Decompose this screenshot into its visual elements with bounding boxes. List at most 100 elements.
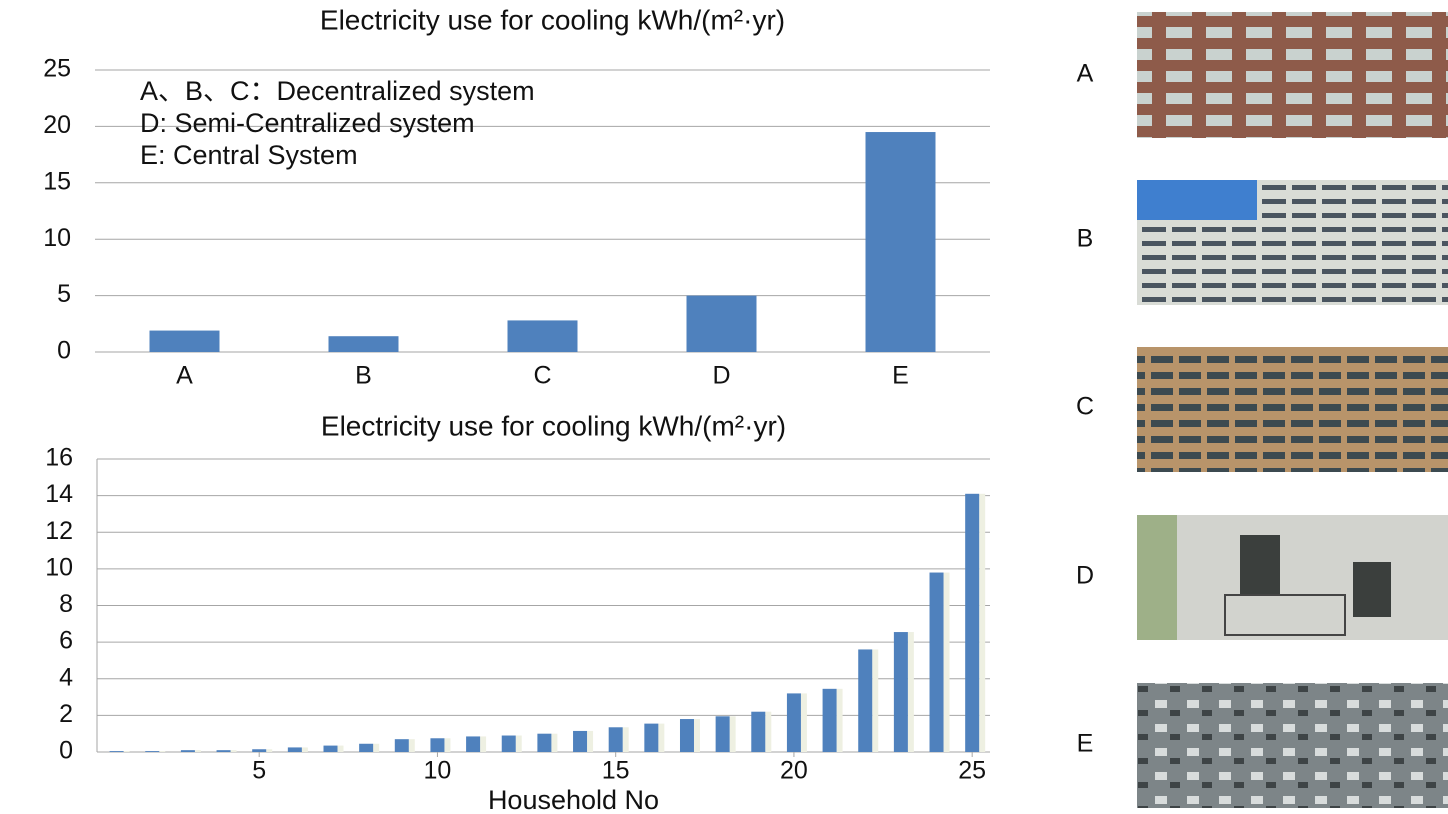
bar-shadow [693, 719, 700, 752]
annotation: E: Central System [140, 140, 358, 170]
bar [216, 750, 231, 752]
x-tick-label: B [355, 362, 372, 390]
bar-shadow [729, 716, 736, 752]
y-tick-label: 2 [59, 700, 73, 728]
bar [786, 693, 801, 752]
photo-label: E [1077, 730, 1094, 758]
y-tick-label: 8 [59, 590, 73, 618]
bar [965, 493, 980, 752]
bar-shadow [159, 751, 166, 752]
photo-label: B [1077, 225, 1094, 253]
bar [822, 688, 837, 752]
bar-shadow [515, 735, 522, 752]
bar-shadow [194, 750, 201, 752]
y-tick-label: 25 [43, 55, 71, 83]
y-tick-label: 6 [59, 627, 73, 655]
bar [573, 730, 588, 752]
bar-shadow [800, 693, 807, 752]
bar [715, 716, 730, 752]
bar [328, 336, 399, 352]
photo-label: D [1076, 562, 1094, 590]
bar [507, 320, 578, 352]
bar [145, 751, 160, 752]
photo-a [1137, 12, 1448, 138]
bar [466, 736, 481, 752]
bar-shadow [301, 747, 308, 752]
bar [394, 739, 409, 752]
photo-b-sky [1137, 180, 1257, 220]
bar-shadow [872, 649, 879, 752]
photos [1137, 12, 1448, 808]
x-tick-label: A [176, 362, 193, 390]
bar-shadow [551, 733, 558, 752]
x-axis-label: Household No [488, 785, 659, 814]
bar-shadow [907, 632, 914, 752]
bar-shadow [123, 751, 130, 752]
y-tick-label: 12 [45, 517, 73, 545]
bar-shadow [444, 738, 451, 752]
x-tick-label: D [712, 362, 730, 390]
annotation: D: Semi-Centralized system [140, 108, 475, 138]
bar [149, 330, 220, 352]
y-tick-label: 16 [45, 444, 73, 472]
bar-shadow [943, 572, 950, 752]
bar-shadow [836, 688, 843, 752]
annotation: A、B、C：Decentralized system [140, 76, 535, 106]
bar-shadow [587, 730, 594, 752]
bar [252, 749, 267, 752]
x-tick-label: 10 [424, 757, 452, 785]
bar [644, 723, 659, 752]
photo-label: A [1077, 60, 1094, 88]
y-tick-label: 15 [43, 167, 71, 195]
bar [608, 727, 623, 752]
x-tick-label: 5 [252, 757, 266, 785]
bar [501, 735, 516, 752]
photo-d-window [1353, 562, 1391, 617]
photo-e [1137, 683, 1448, 808]
bar [929, 572, 944, 752]
bar-shadow [480, 736, 487, 752]
chart-title: Electricity use for cooling kWh/(m²·yr) [320, 4, 785, 35]
bar [858, 649, 873, 752]
bar [287, 747, 302, 752]
bar [751, 711, 766, 752]
photo-label: C [1076, 393, 1094, 421]
y-tick-label: 5 [57, 280, 71, 308]
y-tick-label: 0 [59, 737, 73, 765]
bar [893, 632, 908, 752]
bar-shadow [230, 750, 237, 752]
bar-shadow [622, 727, 629, 752]
y-tick-label: 20 [43, 111, 71, 139]
photo-d-window [1240, 535, 1280, 595]
y-tick-label: 10 [45, 553, 73, 581]
photo-d [1137, 515, 1448, 640]
y-tick-label: 4 [59, 663, 73, 691]
bar [323, 745, 338, 752]
y-tick-label: 14 [45, 480, 73, 508]
chart-title: Electricity use for cooling kWh/(m²·yr) [321, 410, 786, 441]
x-tick-label: C [533, 362, 551, 390]
y-tick-label: 0 [57, 337, 71, 365]
photo-d-tree [1137, 515, 1177, 640]
x-tick-label: 20 [780, 757, 808, 785]
bar-shadow [373, 743, 380, 752]
bar [865, 132, 936, 352]
bar-shadow [658, 723, 665, 752]
x-tick-label: E [892, 362, 909, 390]
bar [180, 750, 195, 752]
bar [109, 751, 124, 752]
bar [359, 743, 374, 752]
y-tick-label: 10 [43, 224, 71, 252]
bar [537, 733, 552, 752]
bar-shadow [765, 711, 772, 752]
bar-shadow [408, 739, 415, 752]
bar-shadow [979, 493, 986, 752]
bar [686, 295, 757, 352]
x-tick-label: 15 [602, 757, 630, 785]
photo-c [1137, 347, 1448, 472]
bar-shadow [266, 749, 273, 752]
photo-d-balcony [1224, 594, 1346, 636]
bar-shadow [337, 745, 344, 752]
